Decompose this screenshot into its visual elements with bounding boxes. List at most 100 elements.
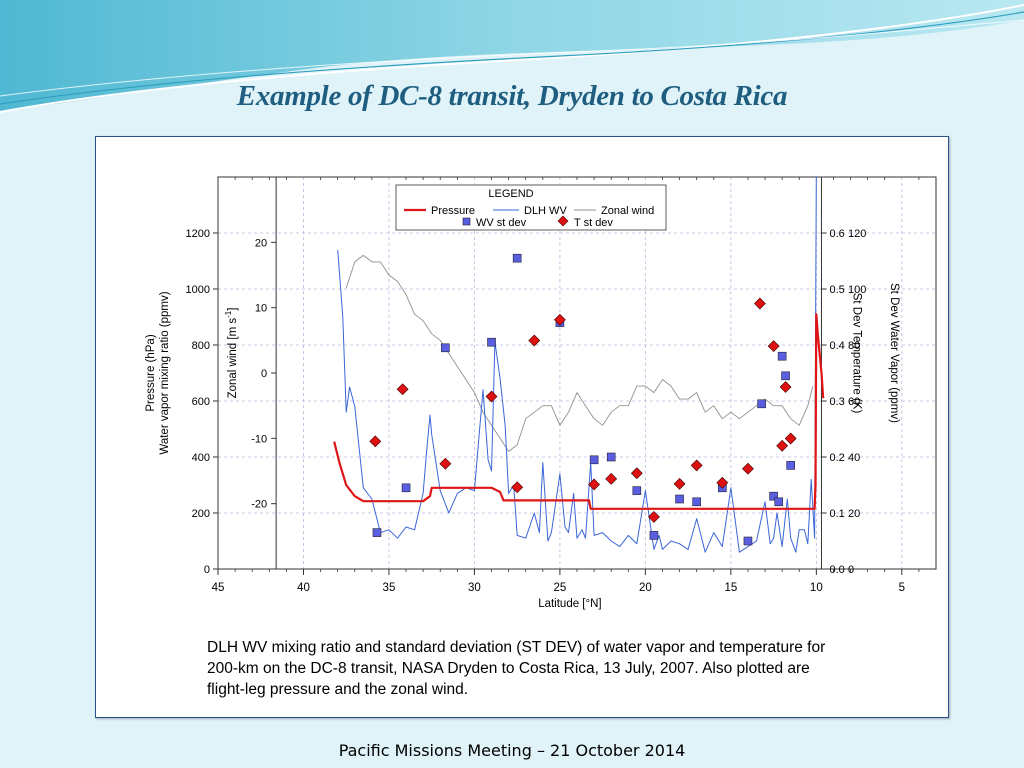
x-tick-label: 35 [383, 582, 396, 594]
pressure-tick-label: 1000 [186, 284, 210, 296]
t-stdev-tick-label: 0.6 [829, 228, 844, 240]
pressure-tick-label: 1200 [186, 228, 210, 240]
grid [217, 177, 936, 569]
figure-panel: 45 40 35 30 25 20 15 10 5 Latitude [°N] 0 200 400 600… [95, 136, 949, 718]
t-stdev-point [588, 478, 601, 491]
legend-swatch-t-stdev [557, 215, 569, 227]
wv-stdev-tick-label: 40 [848, 452, 860, 464]
t-stdev-point [690, 459, 703, 472]
wv-stdev-point [777, 351, 787, 361]
x-tick-label: 30 [468, 582, 481, 594]
t-stdev-axis-label: St Dev Temperature (K) [850, 293, 862, 414]
wv-stdev-tick-label: 20 [848, 508, 860, 520]
legend: LEGEND Pressure DLH WV Zonal wind WV st dev T… [395, 184, 667, 231]
pressure-axis-label: Pressure (hPa) Water vapor mixing ratio (… [145, 291, 171, 454]
pressure-tick-label: 200 [192, 508, 210, 520]
legend-label-pressure: Pressure [431, 205, 475, 217]
x-tick-label: 5 [899, 582, 905, 594]
wv-stdev-point [649, 531, 659, 540]
figure-caption: DLH WV mixing ratio and standard deviati… [207, 639, 826, 698]
t-stdev-tick-label: 0.3 [829, 396, 844, 408]
pressure-axis-label-line1: Pressure (hPa) [145, 334, 157, 412]
zonal-axis-label-main: Zonal wind [m s [227, 318, 239, 399]
wv-stdev-point [774, 497, 784, 507]
t-stdev-point [396, 383, 409, 396]
x-tick-label: 15 [724, 582, 737, 594]
wv-stdev-tick-label: 80 [848, 340, 860, 352]
t-stdev-tick-label: 0.2 [829, 452, 844, 464]
t-stdev-point [369, 435, 382, 448]
pressure-tick-label: 800 [192, 340, 210, 352]
wv-stdev-point [769, 491, 778, 501]
wv-stdev-tick-label: 0 [848, 564, 854, 576]
wv-stdev-point [743, 536, 753, 546]
t-stdev-tick-label: 0.4 [829, 340, 844, 352]
t-stdev-point [648, 510, 660, 523]
t-stdev-point [784, 432, 797, 445]
wv-stdev-point [401, 483, 411, 493]
wv-stdev-point [781, 371, 790, 381]
t-stdev-point [673, 477, 686, 490]
t-stdev-point [528, 334, 541, 347]
zonal-axis-label-sup: -1 [224, 310, 233, 318]
t-stdev-point [605, 472, 618, 485]
t-stdev-point [776, 439, 789, 452]
slide-title: Example of DC-8 transit, Dryden to Costa… [236, 80, 788, 112]
wv-stdev-tick-label: 100 [848, 284, 866, 296]
wv-stdev-point [786, 461, 795, 470]
legend-label-dlh-wv: DLH WV [524, 205, 567, 217]
t-stdev-point [742, 462, 754, 475]
t-stdev-tick-label: 0.1 [829, 508, 844, 520]
wv-stdev-point [675, 494, 684, 504]
legend-title: LEGEND [488, 188, 533, 200]
x-tick-label: 25 [554, 582, 567, 594]
series [333, 176, 825, 553]
x-tick-label: 20 [639, 582, 652, 594]
x-axis-label: Latitude [°N] [538, 598, 601, 610]
t-stdev-point [553, 313, 566, 326]
zonal-tick-label: 0 [261, 368, 267, 380]
wv-stdev-point [372, 528, 382, 537]
t-stdev-point [767, 340, 780, 353]
series-zonal-wind [345, 254, 814, 452]
legend-label-t-stdev: T st dev [574, 217, 613, 229]
header-wave-background [0, 0, 1024, 130]
wv-stdev-tick-label: 120 [848, 228, 866, 240]
wv-stdev-point [487, 337, 496, 347]
zonal-tick-label: 20 [255, 237, 267, 249]
legend-swatch-wv-stdev [462, 217, 471, 226]
t-stdev-point [716, 476, 729, 489]
wv-stdev-point [441, 343, 450, 353]
x-tick-label: 45 [212, 582, 225, 594]
wv-stdev-point [757, 399, 766, 409]
t-stdev-point [439, 457, 452, 470]
pressure-tick-label: 400 [192, 452, 210, 464]
zonal-tick-label: 10 [255, 303, 267, 315]
zonal-axis-label-end: ] [227, 308, 239, 311]
pressure-tick-label: 600 [192, 396, 210, 408]
t-stdev-point [485, 390, 498, 403]
wv-stdev-point [512, 253, 522, 263]
t-stdev-tick-label: 0.5 [829, 284, 844, 296]
plot-frame [217, 176, 937, 570]
zonal-tick-label: -20 [251, 499, 267, 511]
x-tick-label: 10 [810, 582, 823, 594]
legend-label-zonal-wind: Zonal wind [601, 205, 654, 217]
legend-label-wv-stdev: WV st dev [476, 217, 527, 229]
series-dlh-wv [337, 176, 817, 553]
pressure-axis-label-line2: Water vapor mixing ratio (ppmv) [159, 291, 171, 454]
wv-stdev-axis-label: St Dev Water Vapor (ppmv) [888, 283, 900, 423]
pressure-tick-label: 0 [204, 564, 210, 576]
zonal-tick-label: -10 [251, 433, 267, 445]
t-stdev-point [630, 467, 643, 480]
t-stdev-point [753, 297, 766, 310]
wv-stdev-point [589, 455, 599, 465]
legend-box [395, 184, 667, 231]
wv-stdev-tick-label: 60 [848, 396, 860, 408]
wv-stdev-point [632, 486, 642, 495]
slide-footer: Pacific Missions Meeting – 21 October 20… [338, 741, 686, 760]
x-tick-label: 40 [297, 582, 310, 594]
t-stdev-point [779, 381, 792, 393]
